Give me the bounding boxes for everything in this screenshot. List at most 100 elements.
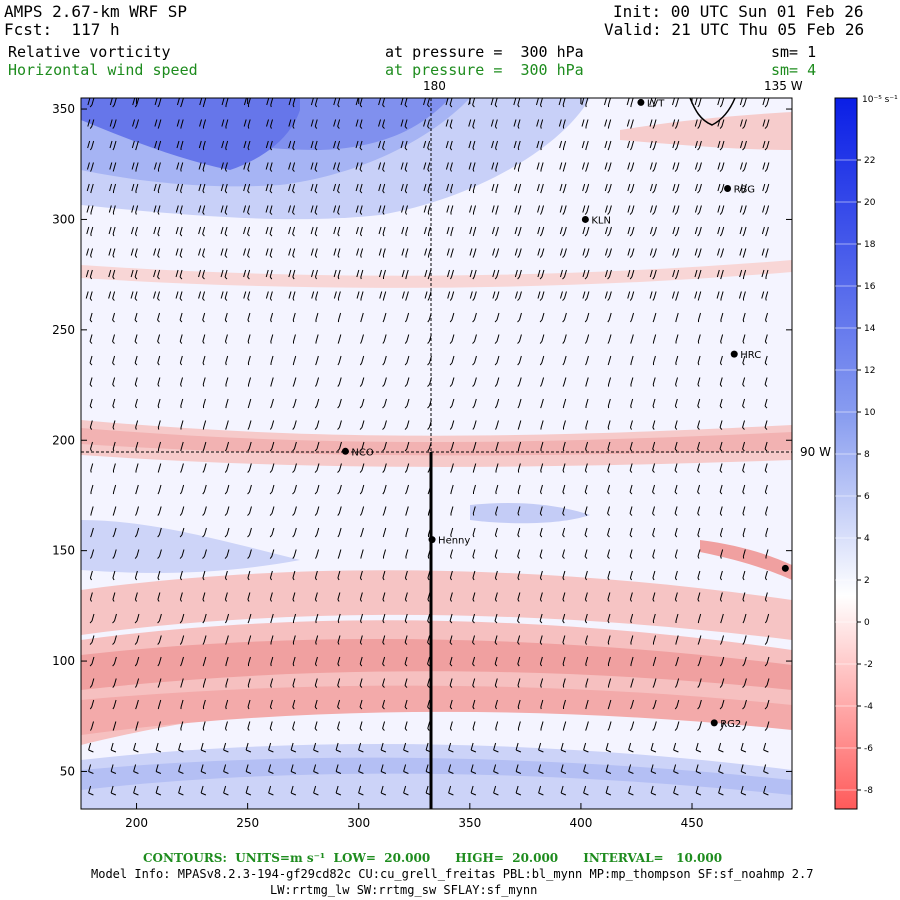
wind-barb-shaft: [764, 577, 768, 581]
wind-barb-shaft: [89, 362, 93, 366]
wind-barb-feather: [653, 678, 657, 686]
wind-barb-feather: [337, 183, 341, 192]
wind-barb-shaft: [134, 599, 138, 602]
wind-barb-shaft: [740, 749, 747, 753]
wind-barb-feather: [473, 312, 477, 321]
wind-barb-feather: [629, 527, 633, 536]
wind-barb-shaft: [562, 470, 565, 473]
wind-barb-feather: [359, 162, 363, 170]
wind-barb-shaft: [380, 792, 387, 796]
wind-barb-shaft: [764, 663, 768, 667]
wind-barb-feather: [449, 140, 453, 149]
wind-barb-feather: [181, 484, 185, 493]
wind-barb-feather: [582, 269, 586, 278]
wind-barb-shaft: [89, 341, 93, 344]
wind-barb-shaft: [157, 577, 160, 581]
wind-barb-feather: [265, 291, 269, 299]
wind-barb-feather: [158, 506, 162, 514]
wind-barb-shaft: [630, 685, 632, 688]
wind-barb-feather: [673, 785, 677, 794]
wind-barb-feather: [89, 570, 93, 579]
wind-barb-feather: [112, 269, 116, 278]
wind-barb-feather: [158, 635, 162, 643]
wind-barb-shaft: [675, 663, 677, 667]
wind-barb-shaft: [224, 556, 228, 559]
wind-barb-shaft: [337, 255, 340, 258]
wind-barb-feather: [361, 377, 365, 385]
wind-barb-shaft: [650, 771, 657, 774]
wind-barb-feather: [652, 463, 656, 471]
wind-barb-feather: [743, 162, 747, 170]
wind-barb-shaft: [494, 104, 498, 108]
wind-barb-feather: [423, 226, 427, 235]
wind-barb-feather: [697, 420, 701, 428]
wind-barb-shaft: [517, 341, 520, 344]
wind-barb-shaft: [472, 405, 475, 409]
wind-barb-shaft: [765, 298, 767, 301]
wind-barb-shaft: [719, 448, 723, 452]
wind-barb-feather: [603, 97, 607, 106]
wind-barb-feather: [90, 506, 94, 514]
wind-barb-feather: [494, 97, 498, 106]
wind-barb-shaft: [157, 276, 160, 280]
wind-barb-feather: [653, 312, 657, 321]
wind-barb-shaft: [718, 749, 724, 753]
wind-barb-shaft: [517, 276, 520, 280]
wind-barb-feather: [423, 162, 427, 170]
wind-barb-feather: [337, 678, 341, 686]
wind-barb-shaft: [629, 233, 633, 237]
wind-barb-feather: [536, 162, 540, 170]
wind-barb-feather: [608, 140, 612, 149]
wind-barb-shaft: [540, 126, 542, 129]
wind-barb-shaft: [292, 513, 295, 516]
wind-barb-shaft: [562, 276, 565, 280]
wind-barb-feather: [338, 420, 342, 428]
wind-barb-shaft: [720, 534, 722, 538]
wind-barb-feather: [135, 463, 139, 471]
wind-barb-feather: [337, 635, 341, 643]
wind-barb-shaft: [179, 556, 183, 559]
wind-barb-feather: [113, 97, 117, 106]
wind-barb-shaft: [697, 513, 700, 516]
wind-barb-shaft: [472, 642, 475, 645]
wind-barb-feather: [226, 613, 230, 622]
wind-barb-shaft: [674, 728, 678, 731]
wind-barb-feather: [199, 97, 203, 106]
wind-barb-feather: [180, 377, 184, 385]
wind-barb-feather: [607, 398, 611, 407]
contours-info: CONTOURS: UNITS=m s⁻¹ LOW= 20.000 HIGH= …: [143, 851, 723, 865]
wind-barb-feather: [584, 463, 588, 471]
wind-barb-feather: [288, 291, 292, 299]
wind-barb-feather: [333, 291, 337, 299]
station-label: HRC: [740, 350, 761, 361]
wind-barb-shaft: [404, 706, 408, 710]
y-tick-label: 100: [52, 654, 75, 668]
wind-barb-shaft: [674, 405, 678, 409]
wind-barb-feather: [629, 570, 633, 579]
wind-barb-shaft: [494, 577, 498, 581]
wind-barb-feather: [428, 291, 432, 299]
colorbar-tick-label: 18: [864, 240, 876, 250]
wind-barb-shaft: [202, 255, 205, 258]
wind-barb-feather: [742, 506, 746, 514]
wind-barb-feather: [585, 420, 589, 428]
wind-barb-shaft: [292, 147, 295, 151]
wind-barb-shaft: [269, 427, 273, 430]
wind-barb-shaft: [269, 534, 273, 538]
wind-barb-shaft: [652, 599, 655, 602]
wind-barb-feather: [112, 398, 116, 407]
wind-barb-feather: [604, 205, 608, 213]
wind-barb-feather: [676, 721, 680, 729]
wind-barb-shaft: [628, 771, 634, 774]
wind-barb-shaft: [202, 513, 205, 516]
wind-barb-feather: [584, 570, 588, 579]
wind-barb-shaft: [382, 147, 385, 151]
wind-barb-feather: [248, 420, 252, 428]
wind-barb-feather: [91, 613, 95, 622]
wind-barb-feather: [378, 119, 382, 127]
wind-barb-shaft: [382, 534, 385, 538]
wind-barb-shaft: [224, 577, 228, 581]
wind-barb-feather: [653, 269, 657, 278]
wind-barb-feather: [742, 377, 746, 385]
wind-barb-feather: [764, 420, 768, 428]
